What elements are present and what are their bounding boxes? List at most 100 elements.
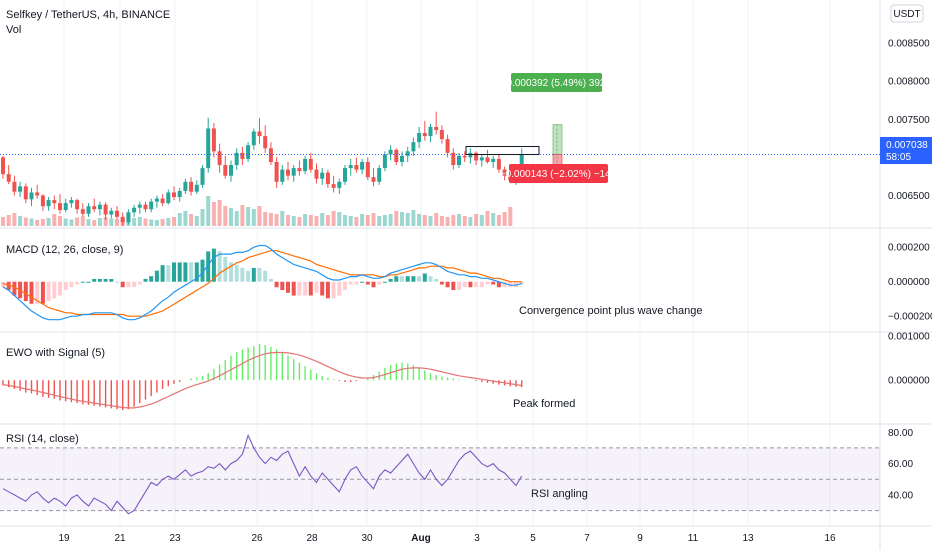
time-axis-tick-label[interactable]: 13 — [742, 533, 754, 544]
volume-bar — [496, 215, 501, 226]
price-axis-tick-label[interactable]: 0.000200 — [888, 243, 930, 254]
macd-histogram-bar — [439, 281, 444, 285]
time-axis-tick-label[interactable]: Aug — [411, 533, 430, 544]
time-axis-tick-label[interactable]: 28 — [306, 533, 318, 544]
price-axis-tick-label[interactable]: 80.00 — [888, 428, 913, 439]
currency-badge-frame[interactable] — [890, 4, 924, 23]
volume-bar — [457, 214, 461, 226]
volume-bar — [149, 219, 154, 226]
candle-body — [519, 154, 524, 173]
time-axis-tick-label[interactable]: 11 — [688, 533, 699, 544]
volume-bar — [137, 217, 142, 226]
time-axis-tick-label[interactable]: 5 — [530, 533, 536, 544]
price-axis-tick-label[interactable]: 0.007500 — [888, 115, 930, 126]
macd-histogram-bar — [154, 270, 159, 282]
time-axis-tick-label[interactable]: 7 — [584, 533, 590, 544]
currency-badge[interactable]: USDT — [893, 9, 920, 20]
macd-title: MACD (12, 26, close, 9) — [6, 244, 123, 256]
time-axis-tick-label[interactable]: 19 — [58, 533, 70, 544]
macd-histogram-bar — [468, 281, 473, 288]
current-price: 0.007038 — [886, 140, 928, 151]
price-axis-tick-label[interactable]: 60.00 — [888, 459, 913, 470]
candle-body — [189, 181, 194, 192]
candle-body — [468, 152, 473, 158]
candle-body — [115, 210, 119, 217]
macd-histogram-bar — [240, 267, 245, 282]
volume-bar — [479, 215, 484, 226]
time-axis[interactable]: 19 21 23 26 28 30 Aug 3 5 7 9 11 13 16 — [58, 533, 836, 544]
macd-histogram-bar — [58, 281, 62, 296]
macd-histogram-bar — [417, 276, 422, 282]
candle-body — [211, 128, 216, 152]
candle-body — [12, 181, 17, 192]
price-axis-tick-label[interactable]: 40.00 — [888, 490, 913, 501]
ewo-annotation: Peak formed — [513, 398, 575, 410]
candle-body — [451, 152, 456, 166]
candle-body — [18, 186, 23, 192]
macd-histogram-bar — [291, 281, 296, 296]
rsi-line — [2, 433, 523, 515]
candle-body — [194, 184, 199, 192]
macd-histogram-bar — [365, 281, 370, 285]
candle-body — [217, 151, 222, 166]
rsi-band-fill — [0, 447, 880, 511]
macd-indicator — [1, 244, 524, 321]
volume-bar — [394, 211, 399, 226]
volume-bar — [211, 202, 216, 226]
time-axis-tick-label[interactable]: 9 — [637, 533, 643, 544]
macd-histogram-bar — [428, 276, 433, 282]
volume-bar — [97, 218, 102, 226]
volume-bar — [166, 218, 171, 226]
candle-body — [354, 165, 359, 170]
macd-histogram-bar — [422, 273, 427, 282]
candle-body — [337, 181, 342, 188]
volume-bar — [154, 220, 159, 226]
volume-bar — [268, 213, 273, 226]
candle-body — [183, 181, 188, 191]
volume-bar — [371, 213, 376, 226]
price-axis-tick-label[interactable]: 0.000000 — [888, 376, 930, 387]
volume-bar — [23, 217, 28, 226]
ewo-title: EWO with Signal (5) — [6, 347, 105, 359]
candle-body — [29, 192, 34, 200]
macd-histogram-bar — [462, 281, 467, 288]
macd-histogram-bar — [86, 281, 91, 283]
volume-bar — [439, 216, 444, 226]
candle-body — [348, 165, 353, 169]
macd-histogram-bar — [234, 265, 239, 282]
candle-body — [132, 207, 137, 213]
price-axis-tick-label[interactable]: 0.006500 — [888, 191, 930, 202]
rsi-title: RSI (14, close) — [6, 433, 79, 445]
time-axis-tick-label[interactable]: 16 — [824, 533, 836, 544]
time-axis-tick-label[interactable]: 3 — [474, 533, 480, 544]
candle-body — [491, 158, 496, 162]
price-axis-tick-label[interactable]: −0.000200 — [888, 312, 932, 323]
macd-histogram-bar — [35, 281, 40, 304]
time-axis-tick-label[interactable]: 23 — [169, 533, 181, 544]
macd-line — [2, 244, 522, 321]
price-axis-tick-label[interactable]: 0.001000 — [888, 332, 930, 343]
macd-histogram-bar — [1, 281, 5, 288]
candle-body — [263, 136, 268, 149]
time-axis-tick-label[interactable]: 21 — [114, 533, 126, 544]
volume-bar — [382, 215, 387, 226]
time-axis-tick-label[interactable]: 30 — [361, 533, 373, 544]
candle-body — [502, 169, 507, 176]
time-axis-tick-label[interactable]: 26 — [251, 533, 263, 544]
candle-body — [1, 157, 5, 175]
volume-bar — [206, 196, 211, 226]
candle-body — [286, 169, 290, 176]
volume-bar — [80, 216, 85, 226]
price-axis-tick-label[interactable]: 0.008500 — [888, 39, 930, 50]
candle-body — [274, 161, 279, 182]
volume-bar — [462, 216, 467, 226]
macd-histogram-bar — [451, 281, 456, 290]
macd-histogram-bar — [263, 270, 268, 282]
macd-histogram-bar — [348, 281, 353, 285]
macd-histogram-bar — [331, 281, 336, 299]
rsi-indicator — [2, 433, 523, 515]
price-axis-tick-label[interactable]: 0.008000 — [888, 77, 930, 88]
price-axis-tick-label[interactable]: 0.000000 — [888, 277, 930, 288]
macd-histogram-bar — [109, 278, 114, 282]
candle-body — [172, 192, 176, 198]
